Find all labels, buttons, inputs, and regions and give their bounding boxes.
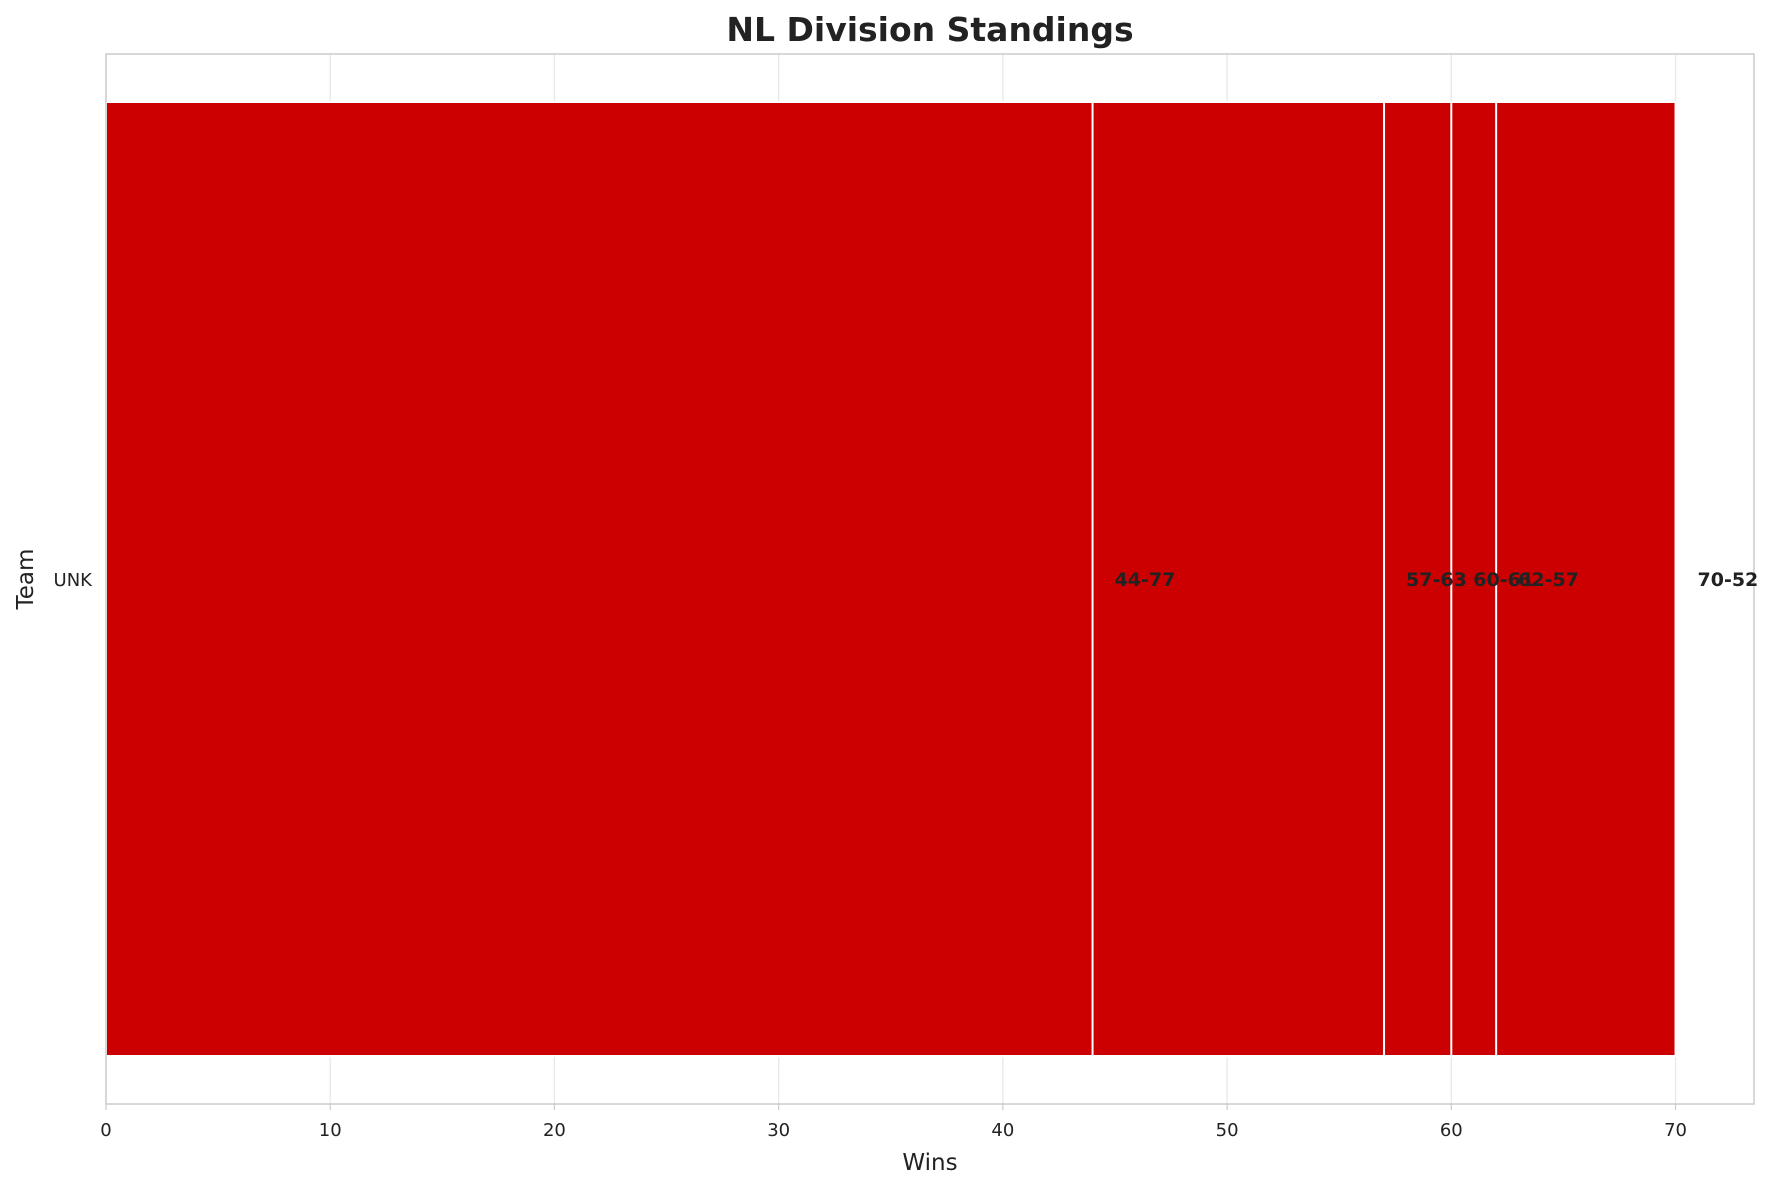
y-categories: UNK (54, 570, 94, 591)
bar-label-44-77: 44-77 (1115, 569, 1176, 591)
x-tick-label-10: 10 (319, 1120, 342, 1141)
y-axis-label: Team (13, 549, 39, 611)
x-tick-label-40: 40 (991, 1120, 1014, 1141)
x-tick-label-0: 0 (100, 1120, 111, 1141)
x-tick-label-20: 20 (543, 1120, 566, 1141)
x-axis-label: Wins (902, 1150, 957, 1176)
bars (105, 101, 1677, 1057)
bar-label-57-63: 57-63 (1406, 569, 1467, 591)
x-tick-label-50: 50 (1216, 1120, 1239, 1141)
x-tick-label-60: 60 (1440, 1120, 1463, 1141)
x-tick-label-30: 30 (767, 1120, 790, 1141)
y-tick-label-UNK: UNK (54, 570, 94, 591)
plot-frame (105, 53, 1755, 1105)
bar-label-70-52: 70-52 (1698, 569, 1759, 591)
bar-44-77 (105, 101, 1094, 1057)
x-ticks: 0 10 20 30 40 50 60 70 (100, 1104, 1687, 1141)
chart-title: NL Division Standings (726, 10, 1133, 49)
bar-label-60-61: 60-61 (1473, 569, 1534, 591)
bar-label-62-57: 62-57 (1518, 569, 1579, 591)
x-tick-label-70: 70 (1664, 1120, 1687, 1141)
